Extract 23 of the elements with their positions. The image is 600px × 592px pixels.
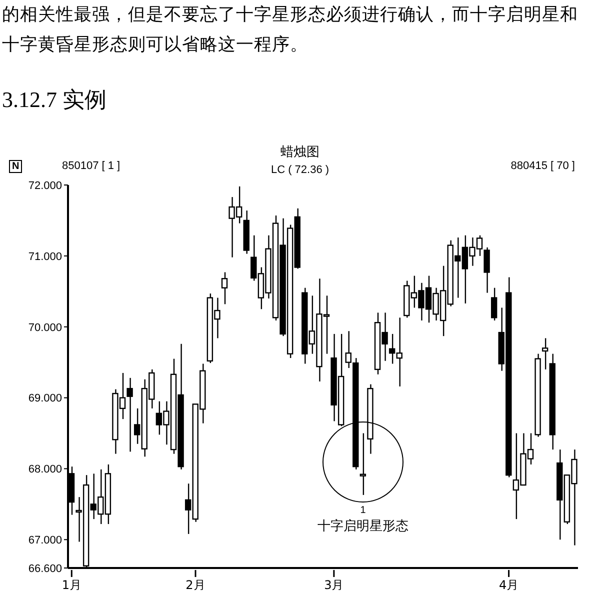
text: 3.12.7 实例 [2,86,106,114]
text: 880415 [ 70 ] [510,160,575,172]
y-tick-label: 70.000 [28,322,62,334]
y-tick-label: 66.600 [28,562,62,575]
y-tick-label: 71.000 [28,250,62,263]
text: 十字黄昏星形态则可以省略这一程序。 [2,34,308,56]
candlestick [542,338,548,370]
annotation: 1 [359,504,367,516]
annotation: 十字启明星形态 [316,518,410,535]
candlestick [360,432,366,496]
y-tick-label: 68.000 [28,464,62,476]
text: 的相关性最强，但是不要忘了十字星形态必须进行确认，而十字启明星和 [2,4,578,26]
y-tick-label: 69.000 [28,392,62,405]
n-icon: N [9,160,22,173]
chart-title: 蜡烛图 [280,144,320,161]
y-tick-label: 67.000 [28,534,62,547]
candlestick [126,377,133,452]
text: LC ( 72.36 ) [270,164,330,176]
y-tick-label: 72.000 [28,180,62,192]
candlestick [490,287,498,322]
candlestick [221,272,228,305]
text: 850107 [ 1 ] [62,160,120,172]
candlestick [484,246,490,294]
